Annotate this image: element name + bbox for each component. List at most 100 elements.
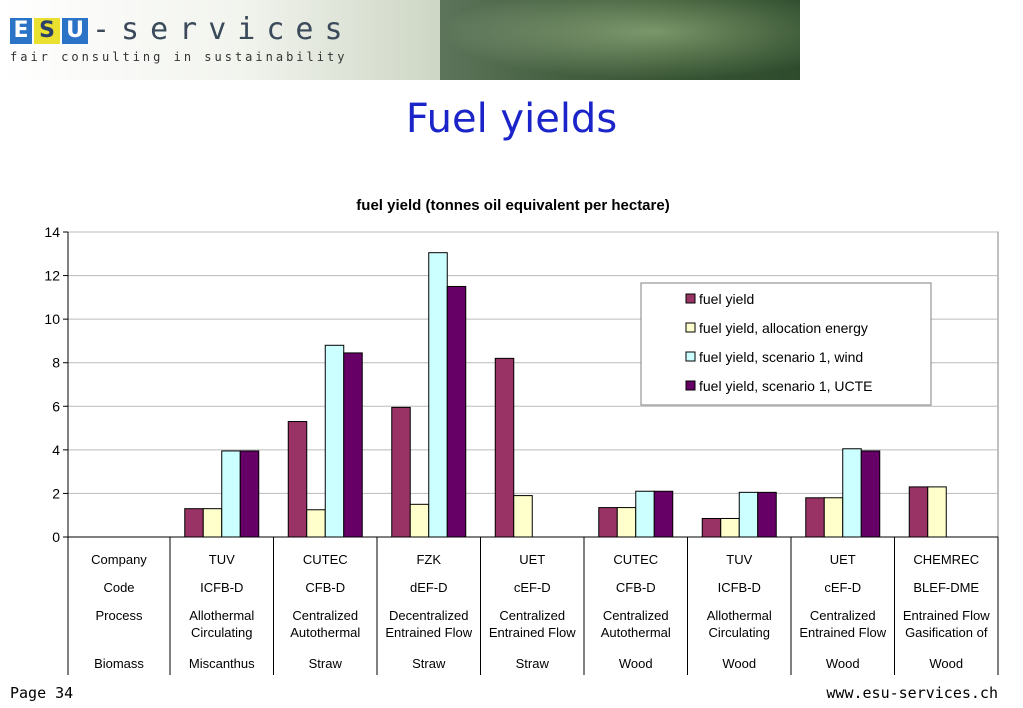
- logo-block-s: S: [34, 18, 60, 44]
- category-biomass: Miscanthus: [189, 656, 255, 671]
- y-tick-label: 0: [52, 529, 60, 545]
- category-process: Entrained Flow: [489, 625, 576, 640]
- y-tick-label: 2: [52, 485, 60, 501]
- footer-url: www.esu-services.ch: [826, 684, 998, 702]
- category-code: ICFB-D: [718, 580, 761, 595]
- legend-label: fuel yield: [699, 291, 754, 307]
- y-tick-label: 10: [44, 311, 60, 327]
- logo-block-e: E: [10, 18, 32, 44]
- bar-fuel-yield-scenario-1-wind: [842, 448, 862, 538]
- bar-fuel-yield-scenario-1-ucte: [860, 450, 881, 538]
- category-company: UET: [519, 552, 545, 567]
- category-process: Entrained Flow: [385, 625, 472, 640]
- bar-fuel-yield: [598, 507, 618, 538]
- bar-fuel-yield: [184, 508, 204, 538]
- y-tick-label: 4: [52, 442, 60, 458]
- category-biomass: Wood: [929, 656, 963, 671]
- bar-fuel-yield-scenario-1-ucte: [343, 352, 363, 538]
- category-code: CFB-D: [305, 580, 345, 595]
- bar-fuel-yield-allocation-energy: [616, 507, 637, 538]
- row-header: Company: [91, 552, 147, 567]
- category-company: TUV: [726, 552, 752, 567]
- category-biomass: Wood: [826, 656, 860, 671]
- bar-fuel-yield: [701, 517, 722, 538]
- category-process: Autothermal: [601, 625, 671, 640]
- bar-fuel-yield-scenario-1-wind: [635, 490, 655, 538]
- y-tick-label: 12: [44, 268, 60, 284]
- logo-tagline: fair consulting in sustainability: [10, 50, 348, 64]
- category-company: CUTEC: [303, 552, 348, 567]
- legend-label: fuel yield, scenario 1, UCTE: [699, 378, 873, 394]
- category-process: Autothermal: [290, 625, 360, 640]
- bar-fuel-yield-scenario-1-wind: [428, 252, 448, 538]
- row-header: Biomass: [94, 656, 144, 671]
- header-banner: E S U -services fair consulting in susta…: [0, 0, 800, 80]
- page-title: Fuel yields: [405, 96, 618, 142]
- bar-fuel-yield-scenario-1-wind: [738, 491, 759, 538]
- bar-fuel-yield: [287, 421, 308, 538]
- y-tick-label: 14: [44, 224, 60, 240]
- bar-fuel-yield-scenario-1-ucte: [446, 285, 467, 538]
- legend-label: fuel yield, scenario 1, wind: [699, 349, 863, 365]
- bar-fuel-yield-scenario-1-ucte: [239, 450, 260, 538]
- bar-fuel-yield: [805, 497, 825, 538]
- category-company: CUTEC: [613, 552, 658, 567]
- category-biomass: Straw: [516, 656, 550, 671]
- page-number: Page 34: [10, 684, 74, 702]
- category-process: Allothermal: [707, 608, 772, 623]
- banner-photo: [440, 0, 800, 80]
- category-code: BLEF-DME: [913, 580, 979, 595]
- category-process: Allothermal: [189, 608, 254, 623]
- category-process: Centralized: [603, 608, 669, 623]
- logo-block-u: U: [62, 18, 88, 44]
- category-code: CFB-D: [616, 580, 656, 595]
- category-code: ICFB-D: [200, 580, 243, 595]
- category-biomass: Wood: [722, 656, 756, 671]
- bar-fuel-yield: [908, 486, 929, 538]
- category-code: cEF-D: [514, 580, 551, 595]
- category-process: Centralized: [810, 608, 876, 623]
- bar-fuel-yield-scenario-1-wind: [221, 450, 241, 538]
- bar-fuel-yield: [391, 406, 411, 538]
- category-code: cEF-D: [824, 580, 861, 595]
- category-biomass: Straw: [412, 656, 446, 671]
- category-process: Entrained Flow: [903, 608, 990, 623]
- y-tick-label: 8: [52, 355, 60, 371]
- bar-fuel-yield-allocation-energy: [202, 508, 223, 538]
- legend-swatch: [685, 351, 696, 362]
- chart-title: fuel yield (tonnes oil equivalent per he…: [356, 197, 669, 214]
- bar-fuel-yield-scenario-1-ucte: [757, 491, 777, 538]
- bar-fuel-yield-allocation-energy: [306, 509, 326, 538]
- category-process: Decentralized: [389, 608, 469, 623]
- category-process: Circulating: [191, 625, 252, 640]
- row-header: Code: [103, 580, 134, 595]
- bar-fuel-yield-allocation-energy: [513, 495, 533, 538]
- bar-fuel-yield-allocation-energy: [720, 517, 740, 538]
- bar-fuel-yield-allocation-energy: [823, 497, 844, 538]
- legend-swatch: [685, 322, 696, 333]
- category-biomass: Wood: [619, 656, 653, 671]
- legend-swatch: [685, 380, 696, 391]
- category-code: dEF-D: [410, 580, 448, 595]
- bar-fuel-yield-allocation-energy: [409, 503, 430, 538]
- category-process: Circulating: [709, 625, 770, 640]
- bar-fuel-yield-scenario-1-ucte: [653, 490, 674, 538]
- bar-fuel-yield: [494, 357, 515, 538]
- category-company: UET: [830, 552, 856, 567]
- category-company: TUV: [209, 552, 235, 567]
- fuel-yield-chart: fuel yield (tonnes oil equivalent per he…: [44, 197, 999, 675]
- category-process: Gasification of: [905, 625, 988, 640]
- legend-swatch: [685, 293, 696, 304]
- y-tick-label: 6: [52, 398, 60, 414]
- category-process: Centralized: [499, 608, 565, 623]
- category-biomass: Straw: [309, 656, 343, 671]
- logo-wordmark: -services: [92, 12, 354, 47]
- bar-fuel-yield-scenario-1-wind: [324, 344, 345, 538]
- category-process: Centralized: [292, 608, 358, 623]
- category-process: Entrained Flow: [799, 625, 886, 640]
- legend-label: fuel yield, allocation energy: [699, 320, 868, 336]
- row-header: Process: [96, 608, 143, 623]
- category-company: CHEMREC: [913, 552, 979, 567]
- category-company: FZK: [416, 552, 441, 567]
- bar-fuel-yield-allocation-energy: [927, 486, 947, 538]
